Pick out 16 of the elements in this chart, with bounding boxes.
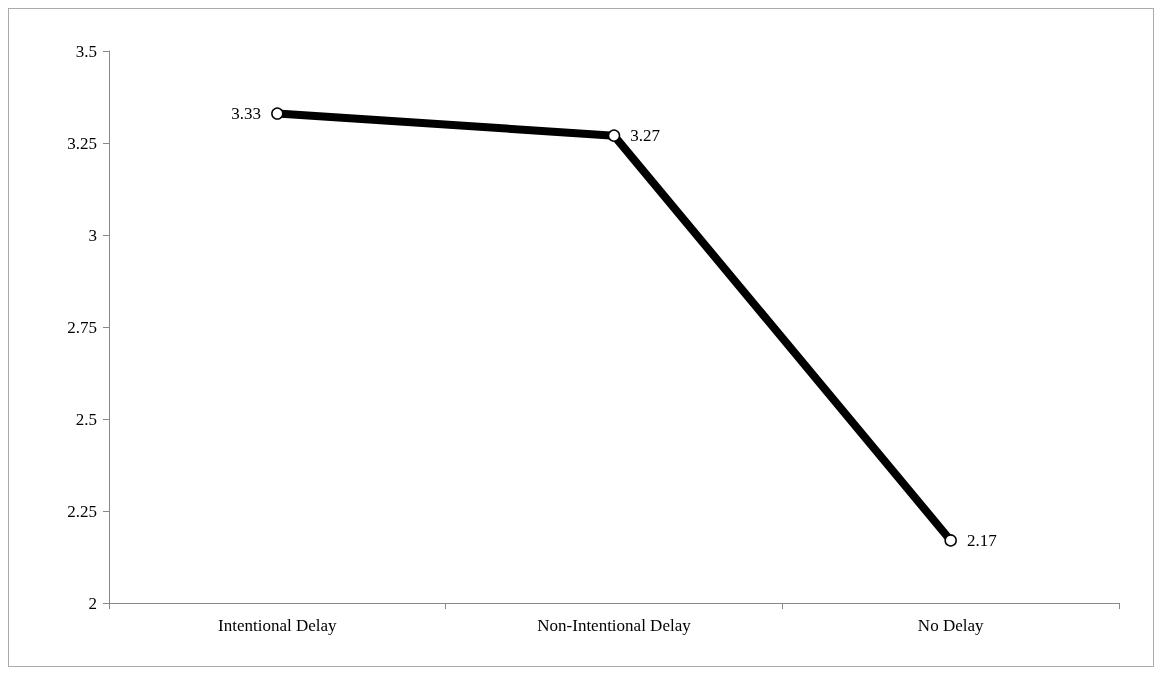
y-tick-label: 2: [88, 593, 97, 613]
y-tick-label: 2.5: [75, 409, 97, 429]
point: [271, 107, 284, 120]
x-tick-label: No Delay: [917, 616, 984, 635]
point: [944, 534, 957, 547]
x-tick-label: Non-Intentional Delay: [537, 616, 692, 635]
data-label: 3.33: [231, 104, 262, 124]
y-tick-label: 2.75: [67, 317, 97, 337]
x-tick-label: Intentional Delay: [218, 616, 338, 635]
point: [607, 129, 621, 142]
data-label: 3.27: [630, 126, 661, 146]
y-tick-label: 3.5: [75, 41, 97, 61]
data-label: 2.17: [966, 530, 998, 550]
y-tick-label: 3: [88, 225, 97, 245]
y-tick-label: 3.25: [67, 133, 97, 153]
y-tick-label: 2.25: [67, 501, 97, 521]
